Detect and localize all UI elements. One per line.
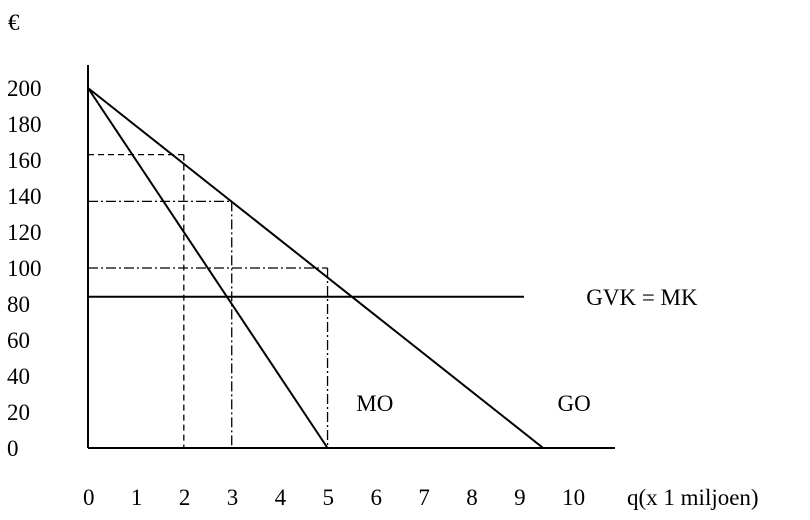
y-tick-label: 60 xyxy=(7,328,30,353)
x-tick-label: 3 xyxy=(227,485,239,510)
annotation-label: GO xyxy=(558,391,591,416)
annotation-label: MO xyxy=(356,391,393,416)
x-tick-label: 4 xyxy=(275,485,287,510)
x-tick-label: 2 xyxy=(179,485,191,510)
y-tick-label: 120 xyxy=(7,220,42,245)
x-tick-label: 10 xyxy=(562,485,585,510)
y-tick-label: 200 xyxy=(7,76,42,101)
y-axis-unit-label: € xyxy=(8,10,20,35)
y-tick-labels: 0 20 40 60 80 100 120 140 160 180 200 xyxy=(7,76,42,461)
y-tick-label: 20 xyxy=(7,400,30,425)
x-tick-label: 9 xyxy=(514,485,526,510)
series-line-mo xyxy=(87,87,329,449)
x-tick-label: 1 xyxy=(131,485,143,510)
y-tick-label: 40 xyxy=(7,364,30,389)
y-tick-label: 100 xyxy=(7,256,42,281)
x-tick-label: 5 xyxy=(323,485,335,510)
series-lines xyxy=(87,87,544,449)
annotations: GVK = MK MO GO xyxy=(356,285,698,416)
guide-lines xyxy=(88,153,329,448)
series-line-go xyxy=(87,87,544,449)
x-tick-labels: 0 1 2 3 4 5 6 7 8 9 10 xyxy=(83,485,585,510)
x-tick-label: 6 xyxy=(370,485,382,510)
y-tick-label: 160 xyxy=(7,148,42,173)
x-tick-label: 7 xyxy=(418,485,430,510)
y-tick-label: 80 xyxy=(7,292,30,317)
y-tick-label: 140 xyxy=(7,184,42,209)
x-axis-label: q(x 1 miljoen) xyxy=(627,485,759,510)
annotation-label: GVK = MK xyxy=(586,285,698,310)
y-tick-label: 180 xyxy=(7,112,42,137)
x-tick-label: 0 xyxy=(83,485,95,510)
y-tick-label: 0 xyxy=(7,436,19,461)
axes xyxy=(87,65,615,449)
x-tick-label: 8 xyxy=(466,485,478,510)
